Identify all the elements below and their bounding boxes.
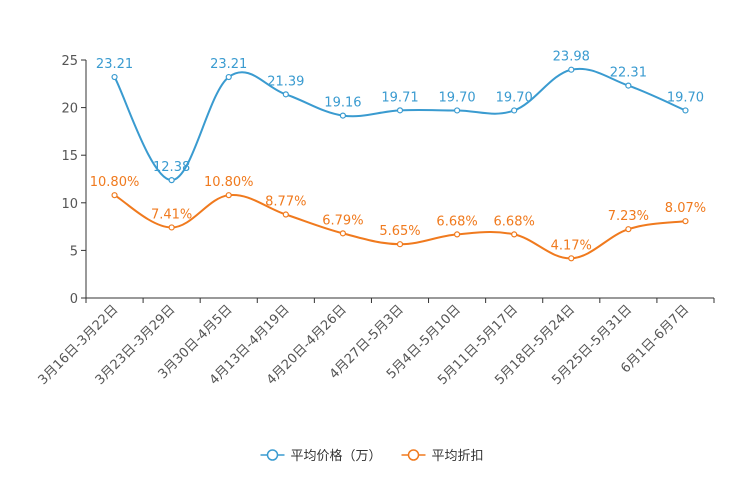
data-point-1-9[interactable]: [625, 226, 632, 233]
data-point-1-4[interactable]: [339, 230, 347, 237]
y-tick-label: 10: [61, 197, 78, 212]
legend[interactable]: 平均价格（万） 平均折扣: [260, 448, 484, 464]
data-point-1-1[interactable]: [168, 224, 175, 231]
data-label-1-9: 7.23%: [608, 209, 649, 224]
data-point-1-3[interactable]: [282, 211, 289, 218]
data-point-1-10[interactable]: [682, 218, 689, 225]
y-tick-label: 25: [61, 54, 78, 69]
data-point-0-5[interactable]: [396, 107, 404, 114]
data-point-0-0[interactable]: [111, 73, 118, 81]
y-tick-label: 0: [70, 292, 78, 307]
legend-marker: [407, 449, 420, 461]
data-label-0-10: 19.70: [667, 90, 704, 105]
series-line-0: [113, 67, 686, 182]
data-point-1-0[interactable]: [111, 192, 118, 199]
data-label-0-9: 22.31: [610, 66, 647, 81]
data-label-0-1: 12.38: [153, 160, 190, 175]
data-label-0-2: 23.21: [210, 57, 247, 72]
data-point-1-2[interactable]: [225, 192, 232, 199]
legend-label: 平均价格（万）: [291, 448, 382, 464]
data-point-0-6[interactable]: [453, 107, 461, 114]
data-point-0-9[interactable]: [625, 82, 632, 89]
legend-entry-1[interactable]: 平均折扣: [401, 449, 484, 464]
data-point-0-7[interactable]: [511, 107, 518, 114]
data-label-1-2: 10.80%: [204, 175, 254, 190]
y-tick-label: 5: [70, 244, 78, 259]
data-label-1-3: 8.77%: [265, 195, 306, 210]
data-point-1-8[interactable]: [568, 255, 575, 262]
data-label-1-10: 8.07%: [665, 201, 706, 216]
data-label-0-0: 23.21: [96, 57, 133, 72]
data-label-1-1: 7.41%: [151, 207, 192, 222]
data-label-1-8: 4.17%: [551, 238, 592, 253]
data-label-0-5: 19.71: [381, 90, 418, 105]
data-labels: 23.21 12.38 23.21 21.39 19.16 19.71 19.70 19.70…: [90, 50, 706, 254]
series-points: [111, 66, 689, 262]
legend-marker: [266, 449, 279, 461]
data-point-1-7[interactable]: [511, 231, 518, 238]
data-label-1-0: 10.80%: [90, 175, 140, 190]
data-point-0-3[interactable]: [282, 91, 289, 98]
data-label-0-3: 21.39: [267, 74, 304, 89]
data-label-0-7: 19.70: [496, 90, 533, 105]
legend-entry-0[interactable]: 平均价格（万）: [260, 448, 382, 464]
data-label-0-8: 23.98: [553, 50, 590, 65]
data-point-1-6[interactable]: [453, 231, 461, 238]
data-point-0-4[interactable]: [339, 112, 347, 119]
data-label-1-5: 5.65%: [379, 224, 420, 239]
data-point-0-8[interactable]: [568, 66, 575, 73]
data-label-0-6: 19.70: [438, 90, 475, 105]
y-tick-label: 20: [61, 102, 78, 117]
data-label-1-6: 6.68%: [436, 214, 477, 229]
data-point-0-10[interactable]: [682, 107, 689, 114]
data-point-0-1[interactable]: [168, 177, 175, 184]
y-tick-label: 15: [61, 149, 78, 164]
data-label-0-4: 19.16: [324, 96, 361, 111]
data-point-0-2[interactable]: [225, 73, 232, 81]
data-label-1-4: 6.79%: [322, 213, 363, 228]
legend-label: 平均折扣: [432, 449, 484, 464]
data-point-1-5[interactable]: [396, 241, 404, 248]
data-label-1-7: 6.68%: [494, 214, 535, 229]
